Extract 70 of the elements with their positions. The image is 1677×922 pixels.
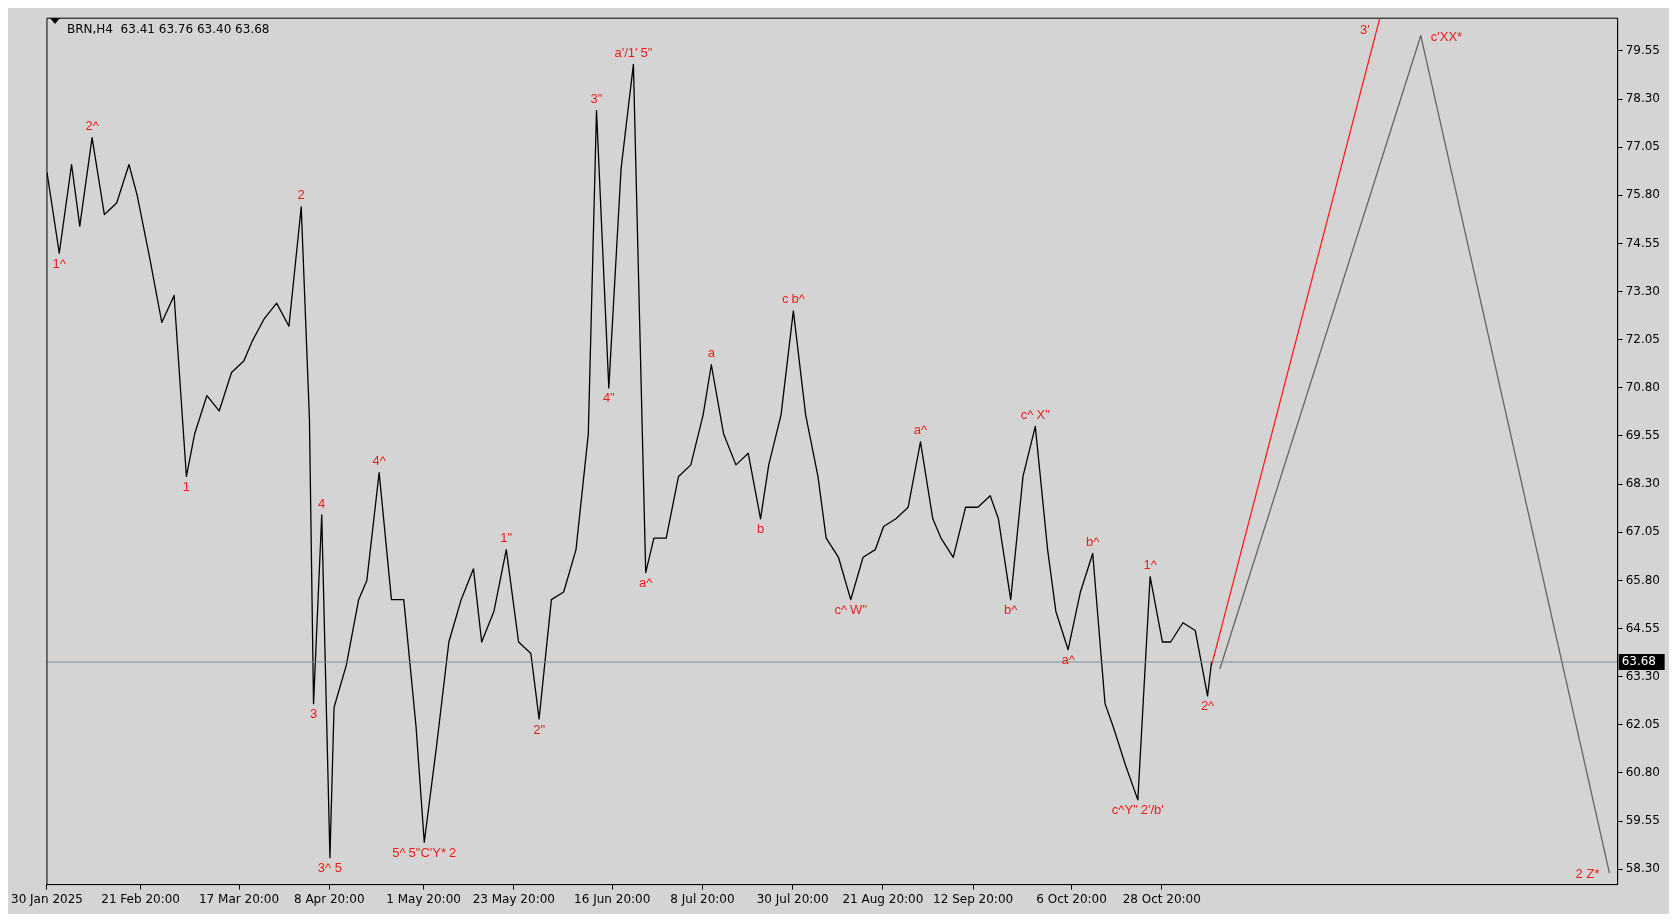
x-tick-label: 12 Sep 20:00 bbox=[933, 891, 1014, 906]
annotation: b^ bbox=[791, 291, 806, 307]
annotation: b^ bbox=[1086, 534, 1101, 550]
annotation: a^ bbox=[913, 422, 929, 438]
annotation: b bbox=[756, 521, 765, 537]
x-tick-label: 30 Jan 2025 bbox=[11, 891, 83, 906]
annotation: 1^ bbox=[1143, 557, 1158, 573]
y-tick-label: 64.55 bbox=[1625, 620, 1661, 635]
y-tick-label: 63.30 bbox=[1625, 668, 1661, 683]
annotation: 2 bbox=[297, 187, 305, 203]
annotation: b^ bbox=[1004, 602, 1019, 618]
x-tick-label: 28 Oct 20:00 bbox=[1122, 891, 1201, 906]
x-tick-label: 8 Jul 20:00 bbox=[670, 891, 735, 906]
annotation: 2'/b' bbox=[1140, 802, 1164, 818]
annotation: c^Y" bbox=[1111, 802, 1139, 818]
y-tick-label: 69.55 bbox=[1625, 428, 1661, 443]
annotation: 3' bbox=[1360, 21, 1370, 37]
x-tick-label: 1 May 20:00 bbox=[386, 891, 461, 906]
y-tick-label: 78.30 bbox=[1625, 91, 1661, 106]
x-tick-label: 30 Jul 20:00 bbox=[756, 891, 829, 906]
annotation: 5"C'Y* bbox=[408, 844, 447, 860]
annotation: c^ bbox=[1020, 406, 1035, 422]
annotation: 4^ bbox=[372, 453, 387, 469]
annotation: 2 Z* bbox=[1575, 866, 1600, 882]
annotation: W" bbox=[850, 602, 868, 618]
y-tick-label: 79.55 bbox=[1625, 43, 1661, 58]
ref-line-label: 63.68 bbox=[1621, 654, 1657, 669]
y-tick-label: 68.30 bbox=[1625, 476, 1661, 491]
y-tick-label: 70.80 bbox=[1625, 379, 1661, 394]
x-tick-label: 8 Apr 20:00 bbox=[293, 891, 365, 906]
annotation: 5^ bbox=[392, 844, 407, 860]
y-tick-label: 73.30 bbox=[1625, 283, 1661, 298]
y-tick-label: 72.05 bbox=[1625, 331, 1661, 346]
y-tick-label: 60.80 bbox=[1625, 765, 1661, 780]
y-tick-label: 67.05 bbox=[1625, 524, 1661, 539]
annotation: X" bbox=[1036, 406, 1051, 422]
annotation: 4" bbox=[602, 390, 616, 406]
x-tick-label: 21 Aug 20:00 bbox=[842, 891, 924, 906]
annotation: a bbox=[707, 345, 716, 361]
x-tick-label: 6 Oct 20:00 bbox=[1036, 891, 1107, 906]
x-tick-label: 21 Feb 20:00 bbox=[101, 891, 180, 906]
annotation: 3" bbox=[590, 91, 603, 107]
y-tick-label: 59.55 bbox=[1625, 813, 1661, 828]
annotation: a^ bbox=[1061, 652, 1076, 668]
y-tick-label: 62.05 bbox=[1625, 716, 1661, 731]
annotation: c'XX* bbox=[1430, 29, 1463, 45]
y-tick-label: 65.80 bbox=[1625, 572, 1661, 587]
annotation: 2" bbox=[533, 721, 546, 737]
annotation: 1^ bbox=[52, 255, 67, 271]
y-tick-label: 58.30 bbox=[1625, 861, 1661, 876]
annotation: 1 bbox=[182, 479, 191, 495]
y-tick-label: 77.05 bbox=[1625, 139, 1661, 154]
chart-title: BRN,H4 63.41 63.76 63.40 63.68 bbox=[66, 22, 270, 37]
annotation: a'/1' bbox=[614, 44, 638, 60]
x-tick-label: 16 Jun 20:00 bbox=[574, 891, 651, 906]
annotation: 2^ bbox=[1200, 698, 1216, 714]
annotation: 3^ 5 bbox=[317, 860, 343, 876]
y-tick-label: 74.55 bbox=[1625, 235, 1661, 250]
annotation: 5" bbox=[640, 44, 653, 60]
annotation: 2 bbox=[449, 844, 457, 860]
annotation: c^ bbox=[834, 602, 849, 618]
annotation: 4 bbox=[318, 495, 326, 511]
annotation: c bbox=[781, 291, 789, 307]
y-tick-label: 75.80 bbox=[1625, 187, 1661, 202]
annotation: 1" bbox=[500, 530, 513, 546]
annotation: a^ bbox=[639, 575, 654, 591]
annotation: 3 bbox=[309, 706, 318, 722]
x-tick-label: 23 May 20:00 bbox=[472, 891, 555, 906]
annotation: 2^ bbox=[85, 118, 100, 134]
x-tick-label: 17 Mar 20:00 bbox=[198, 891, 280, 906]
